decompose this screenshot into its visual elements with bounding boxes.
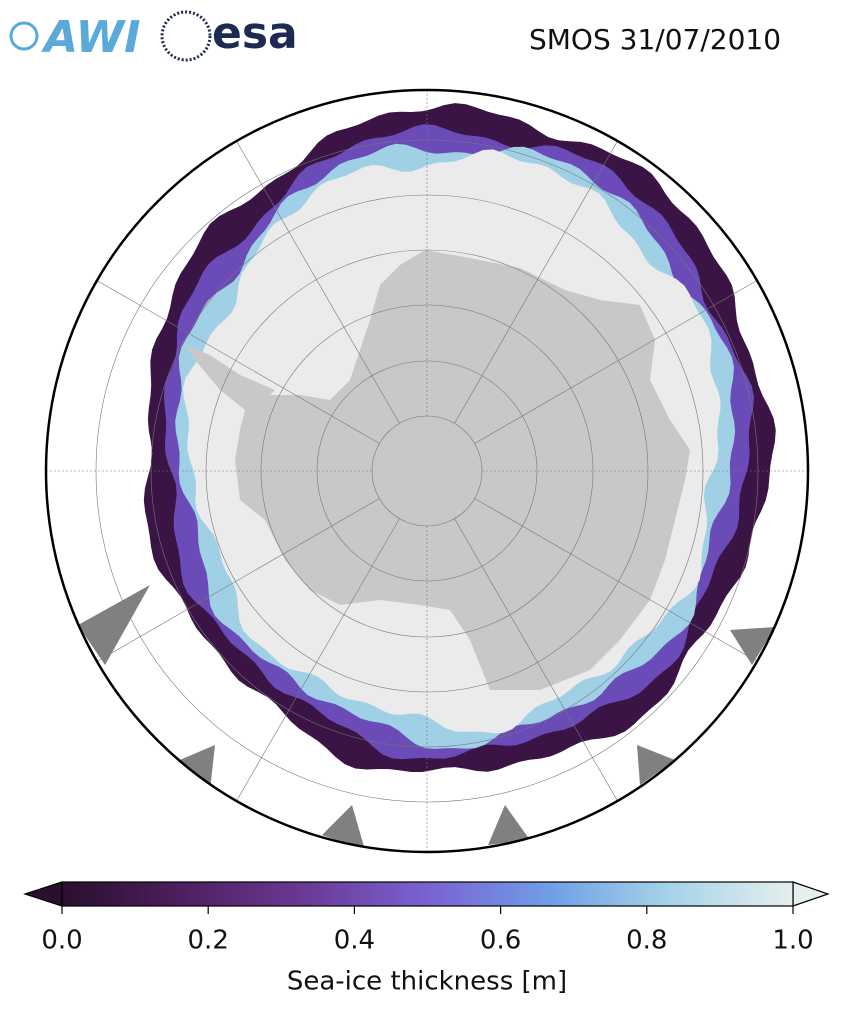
awi-globe <box>9 21 39 51</box>
extend-high <box>792 881 830 907</box>
extend-low <box>23 881 63 907</box>
map <box>46 90 808 852</box>
missing-data <box>637 745 675 785</box>
meridian <box>96 498 380 662</box>
meridian <box>236 140 400 424</box>
esa-emblem <box>160 10 212 62</box>
meridian <box>474 280 758 444</box>
missing-data <box>730 627 775 665</box>
meridian <box>474 498 758 662</box>
tick-label: 0.4 <box>334 926 375 956</box>
tick-label: 0.0 <box>41 926 82 956</box>
meridian <box>454 140 618 424</box>
colorbar: 0.0 0.2 0.4 0.6 0.8 1.0 <box>23 881 830 956</box>
tick-label: 0.6 <box>480 926 521 956</box>
meridian <box>236 518 400 802</box>
missing-data <box>78 585 150 665</box>
awi-logo: AWI <box>41 12 141 63</box>
missing-data <box>488 805 530 845</box>
title: SMOS 31/07/2010 <box>529 23 781 56</box>
antarctica <box>235 250 690 690</box>
map-border <box>44 88 810 854</box>
latitude-circle <box>260 304 594 638</box>
meridian <box>96 280 380 444</box>
tick-label: 0.2 <box>188 926 229 956</box>
colorbar-gradient <box>61 881 794 907</box>
peninsula <box>185 345 275 410</box>
latitude-circle <box>316 360 538 582</box>
tick-label: 0.8 <box>626 926 667 956</box>
logos: AWI esa <box>9 8 298 63</box>
tick-label: 1.0 <box>772 926 813 956</box>
graticule <box>46 90 808 852</box>
colorbar-label: Sea-ice thickness [m] <box>287 967 567 997</box>
esa-logo: esa <box>212 8 298 59</box>
missing-data <box>175 745 215 790</box>
missing-data <box>322 805 365 850</box>
meridian <box>454 518 618 802</box>
